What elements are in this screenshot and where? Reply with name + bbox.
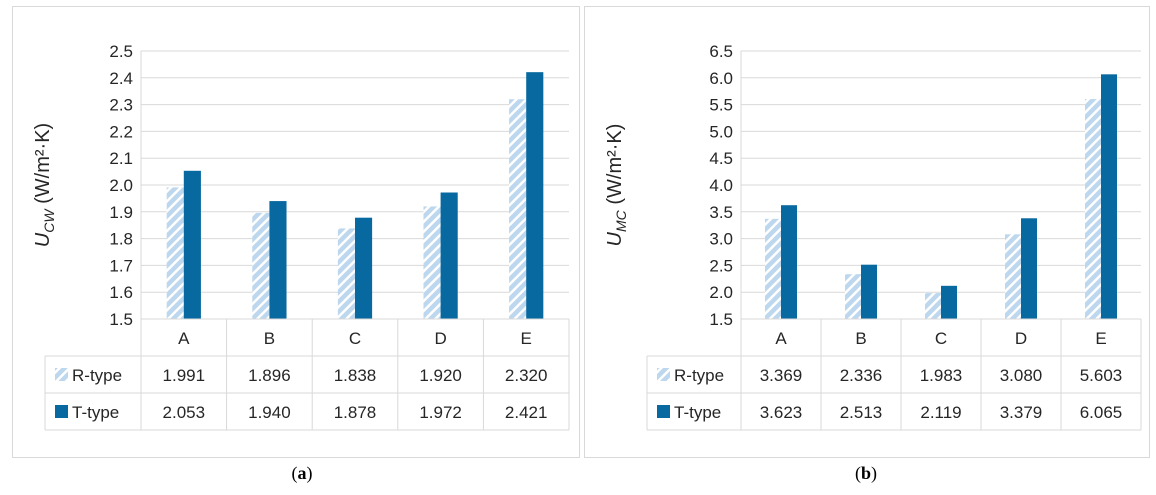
y-tick-label: 4.5	[709, 149, 733, 168]
y-axis-label-symbol: U	[604, 231, 626, 246]
legend-label-r-type: R-type	[674, 366, 724, 385]
y-axis-label-symbol: U	[32, 232, 54, 247]
bar-t-type-A	[781, 205, 797, 319]
y-tick-label: 5.5	[709, 96, 733, 115]
y-tick-label: 1.7	[109, 256, 133, 275]
chart-b-frame: 1.5 2.0 2.5 3.0 3.5 4.0 4.5 5.0 5.5 6.0 6.5 A 3.369 3…	[584, 6, 1150, 458]
chart-a-frame: 1.5 1.6 1.7 1.8 1.9 2.0 2.1 2.2 2.3 2.4 2.5 A 1.991 2…	[12, 6, 580, 458]
data-table-value: 2.336	[840, 366, 883, 385]
bar-r-type-E	[509, 99, 527, 320]
y-tick-label: 2.5	[709, 256, 733, 275]
bar-t-type-B	[269, 201, 287, 319]
data-table-value: 2.421	[505, 403, 548, 422]
data-table-value: 1.838	[334, 366, 377, 385]
category-label: C	[349, 329, 361, 348]
y-tick-label: 1.8	[109, 230, 133, 249]
y-tick-label: 3.5	[709, 203, 733, 222]
data-table-value: 1.878	[334, 403, 377, 422]
chart-a-svg: 1.5 1.6 1.7 1.8 1.9 2.0 2.1 2.2 2.3 2.4 2.5 A 1.991 2…	[32, 42, 570, 431]
bar-t-type-E	[1101, 74, 1117, 319]
y-axis-label-subscript: MC	[613, 209, 629, 232]
y-axis-label: UCW (W/m²·K)	[32, 123, 57, 247]
data-table-value: 3.379	[1000, 403, 1043, 422]
y-tick-label: 3.0	[709, 230, 733, 249]
caption-a-letter: a	[297, 463, 307, 483]
data-table-value: 1.991	[163, 366, 206, 385]
bar-t-type-C	[355, 217, 373, 319]
caption-b: (b)	[854, 463, 877, 483]
data-table-value: 1.920	[419, 366, 462, 385]
y-axis-label: UMC (W/m²·K)	[604, 124, 629, 247]
category-label: E	[521, 329, 532, 348]
y-tick-label: 2.2	[109, 122, 133, 141]
caption-b-letter: b	[860, 463, 871, 483]
bar-r-type-B	[252, 212, 270, 319]
bar-t-type-B	[861, 264, 877, 319]
y-tick-label: 6.5	[709, 42, 733, 61]
y-tick-label: 1.6	[109, 283, 133, 302]
y-tick-label: 1.9	[109, 203, 133, 222]
legend-key-t-type	[657, 405, 670, 418]
y-axis-label-subscript: CW	[41, 208, 57, 233]
y-tick-label: 2.3	[109, 96, 133, 115]
y-tick-label: 2.0	[109, 176, 133, 195]
category-label: E	[1095, 329, 1106, 348]
legend-label-r-type: R-type	[72, 366, 122, 385]
y-axis-label-unit: (W/m²·K)	[604, 124, 626, 211]
y-tick-label: 1.5	[709, 310, 733, 329]
bar-t-type-D	[1021, 218, 1037, 319]
data-table-value: 3.080	[1000, 366, 1043, 385]
category-label: D	[434, 329, 446, 348]
category-label: D	[1015, 329, 1027, 348]
bar-r-type-A	[166, 187, 184, 319]
bar-r-type-D	[423, 206, 441, 319]
legend-key-t-type	[55, 405, 68, 418]
y-tick-label: 4.0	[709, 176, 733, 195]
category-label: B	[264, 329, 275, 348]
category-label: A	[178, 329, 190, 348]
data-table-value: 2.119	[920, 403, 961, 422]
y-tick-label: 2.4	[109, 69, 133, 88]
chart-b-svg: 1.5 2.0 2.5 3.0 3.5 4.0 4.5 5.0 5.5 6.0 6.5 A 3.369 3…	[604, 42, 1142, 431]
data-table-value: 1.896	[248, 366, 291, 385]
bar-r-type-E	[1085, 99, 1101, 320]
bar-t-type-E	[526, 72, 544, 319]
data-table-value: 5.603	[1080, 366, 1123, 385]
legend-key-r-type	[657, 368, 670, 381]
bar-r-type-C	[925, 293, 941, 319]
y-tick-label: 5.0	[709, 122, 733, 141]
y-tick-label: 2.0	[709, 283, 733, 302]
y-tick-label: 2.5	[109, 42, 133, 61]
bar-r-type-C	[337, 228, 355, 319]
category-label: C	[935, 329, 947, 348]
y-tick-label: 2.1	[109, 149, 133, 168]
bar-t-type-C	[941, 285, 957, 319]
data-table-value: 6.065	[1080, 403, 1123, 422]
data-table-value: 2.513	[840, 403, 883, 422]
bar-r-type-B	[845, 274, 861, 319]
y-tick-label: 6.0	[709, 69, 733, 88]
y-axis-label-unit: (W/m²·K)	[32, 123, 54, 210]
data-table-value: 1.972	[419, 403, 462, 422]
data-table-value: 1.940	[248, 403, 291, 422]
y-tick-label: 1.5	[109, 310, 133, 329]
data-table-value: 2.320	[505, 366, 548, 385]
caption-a: (a)	[291, 463, 313, 483]
data-table-value: 3.369	[760, 366, 803, 385]
bar-t-type-D	[440, 192, 458, 319]
bar-t-type-A	[183, 170, 201, 319]
legend-label-t-type: T-type	[72, 403, 119, 422]
category-label: A	[775, 329, 787, 348]
bar-r-type-A	[765, 218, 781, 319]
data-table-value: 2.053	[163, 403, 206, 422]
data-table-value: 3.623	[760, 403, 803, 422]
legend-label-t-type: T-type	[674, 403, 721, 422]
category-label: B	[855, 329, 866, 348]
data-table-value: 1.983	[920, 366, 963, 385]
bar-r-type-D	[1005, 234, 1021, 319]
legend-key-r-type	[55, 368, 68, 381]
